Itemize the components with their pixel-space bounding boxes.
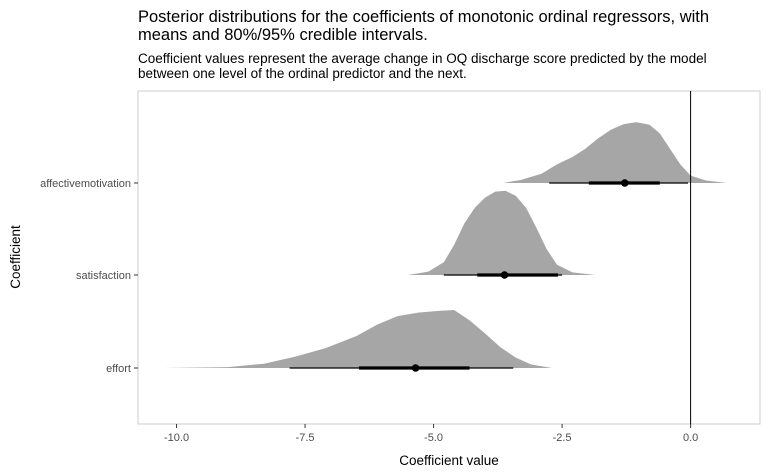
- x-tick-label: 0.0: [683, 432, 698, 444]
- chart-subtitle: Coefficient values represent the average…: [138, 51, 707, 81]
- x-tick-label: -7.5: [296, 432, 315, 444]
- y-tick-label-effort: effort: [106, 363, 131, 375]
- mean-point-effort: [411, 364, 420, 372]
- x-tick-label: -2.5: [553, 432, 572, 444]
- density-layer: [163, 122, 727, 368]
- density-satisfaction: [407, 190, 596, 275]
- interval-layer: [289, 179, 689, 372]
- y-axis: affectivemotivation satisfaction effort: [40, 178, 138, 375]
- x-tick-label: -10.0: [164, 432, 189, 444]
- y-axis-title: Coefficient: [8, 225, 23, 289]
- x-axis-title: Coefficient value: [399, 453, 499, 468]
- mean-point-affectivemotivation: [621, 179, 629, 187]
- density-affectivemotivation: [503, 122, 727, 183]
- y-tick-label-satisfaction: satisfaction: [76, 270, 131, 282]
- chart-title: Posterior distributions for the coeffici…: [138, 8, 710, 44]
- mean-point-satisfaction: [500, 271, 509, 279]
- x-axis: -10.0 -7.5 -5.0 -2.5 0.0: [164, 424, 698, 444]
- x-tick-label: -5.0: [424, 432, 443, 444]
- density-effort: [163, 310, 552, 368]
- y-tick-label-affectivemotivation: affectivemotivation: [40, 178, 131, 190]
